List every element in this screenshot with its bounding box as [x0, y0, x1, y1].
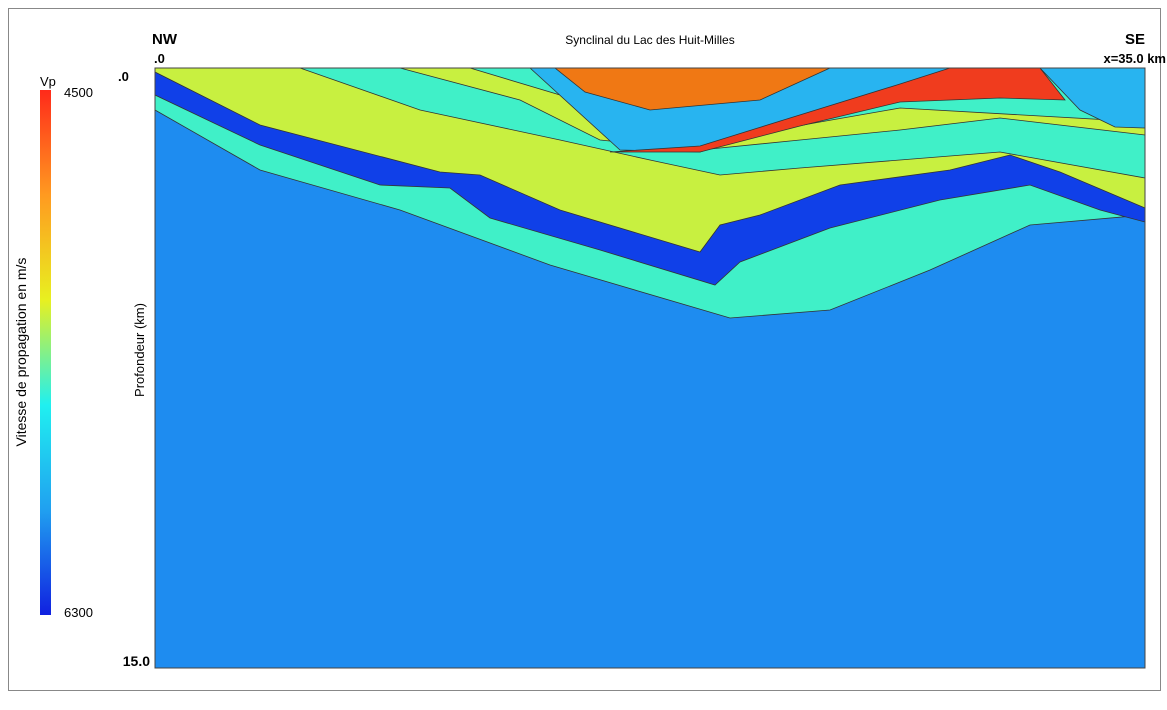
frame — [8, 8, 1161, 691]
x-start: .0 — [154, 51, 165, 66]
right-label: SE — [1125, 31, 1145, 48]
colorbar — [40, 90, 51, 615]
depth-bottom: 15.0 — [123, 653, 150, 669]
title: Synclinal du Lac des Huit-Milles — [565, 33, 734, 47]
depth-axis-label: Profondeur (km) — [132, 303, 147, 397]
colorbar-min: 6300 — [64, 605, 93, 620]
velocity-model — [155, 68, 1145, 668]
colorbar-max: 4500 — [64, 85, 93, 100]
plot-border — [154, 67, 1146, 669]
x-end: x=35.0 km — [1103, 51, 1166, 66]
colorbar-label: Vitesse de propagation en m/s — [13, 258, 29, 447]
depth-top: .0 — [118, 69, 129, 84]
colorbar-unit: Vp — [40, 74, 56, 89]
left-label: NW — [152, 31, 178, 48]
